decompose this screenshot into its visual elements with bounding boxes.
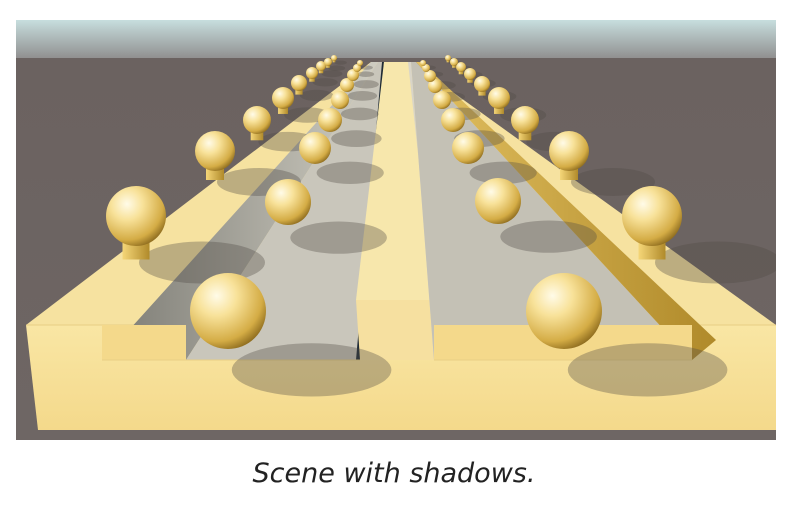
sphere bbox=[428, 79, 442, 93]
sphere bbox=[331, 55, 337, 61]
sphere bbox=[299, 132, 331, 164]
sphere bbox=[526, 273, 602, 349]
sphere-shadow bbox=[353, 80, 379, 89]
sphere-shadow bbox=[331, 130, 382, 147]
sphere bbox=[340, 78, 354, 92]
sphere-stem bbox=[446, 59, 450, 63]
sphere-stem bbox=[452, 64, 456, 68]
sphere bbox=[318, 108, 342, 132]
sphere bbox=[306, 67, 318, 79]
sphere-shadow bbox=[469, 161, 537, 184]
sphere bbox=[549, 131, 589, 171]
sphere bbox=[422, 64, 430, 72]
sphere bbox=[452, 132, 484, 164]
figure-caption: Scene with shadows. bbox=[252, 458, 536, 489]
sphere-stem bbox=[467, 77, 473, 83]
sphere-shadow bbox=[321, 70, 343, 78]
sphere-stem bbox=[478, 88, 486, 96]
sphere-shadow bbox=[334, 60, 347, 65]
sphere bbox=[106, 186, 166, 246]
sphere bbox=[622, 186, 682, 246]
sphere-shadow bbox=[571, 168, 655, 196]
sphere bbox=[195, 131, 235, 171]
sphere bbox=[441, 108, 465, 132]
sphere-shadow bbox=[316, 161, 384, 184]
sphere-stem bbox=[278, 104, 288, 114]
sphere-stem bbox=[458, 70, 464, 75]
sphere bbox=[475, 178, 521, 224]
sphere bbox=[347, 69, 359, 81]
sphere bbox=[265, 179, 311, 225]
sphere bbox=[420, 60, 426, 66]
sphere bbox=[445, 55, 451, 61]
sphere bbox=[353, 64, 361, 72]
scene-svg bbox=[16, 20, 776, 440]
sphere bbox=[464, 68, 476, 80]
sphere-stem bbox=[326, 64, 330, 68]
sphere-shadow bbox=[655, 241, 776, 284]
sphere bbox=[190, 273, 266, 349]
sphere-shadow bbox=[347, 90, 378, 101]
sphere-shadows bbox=[139, 60, 776, 397]
sphere-stem bbox=[494, 104, 504, 114]
spheres-group bbox=[106, 55, 682, 349]
sphere bbox=[357, 60, 363, 66]
sphere bbox=[488, 87, 510, 109]
sphere bbox=[450, 58, 458, 66]
sphere-shadow bbox=[290, 221, 387, 254]
right-groove-sunlit-wall bbox=[416, 62, 716, 360]
sphere-shadow bbox=[360, 65, 373, 70]
sphere-stem bbox=[250, 128, 264, 141]
scene-render-image bbox=[16, 20, 776, 440]
sphere-stem bbox=[295, 87, 303, 95]
sphere-shadow bbox=[312, 78, 338, 87]
sphere bbox=[424, 70, 436, 82]
sphere bbox=[331, 91, 349, 109]
sphere-shadow bbox=[357, 71, 375, 77]
sphere bbox=[511, 106, 539, 134]
right-groove-floor bbox=[411, 62, 692, 360]
sphere-shadow bbox=[567, 343, 728, 397]
sphere-stem bbox=[318, 69, 324, 74]
sphere-shadow bbox=[328, 65, 346, 71]
sphere bbox=[291, 75, 307, 91]
sphere bbox=[272, 87, 294, 109]
sphere-stem bbox=[518, 128, 532, 141]
sphere bbox=[456, 62, 466, 72]
sphere bbox=[324, 58, 332, 66]
sphere bbox=[243, 106, 271, 134]
sphere bbox=[433, 91, 451, 109]
sphere bbox=[474, 76, 490, 92]
sphere-shadow bbox=[340, 107, 379, 121]
sky bbox=[16, 20, 776, 60]
sphere-stem bbox=[309, 76, 315, 82]
sphere-shadow bbox=[500, 220, 597, 253]
sphere-stem bbox=[332, 59, 336, 63]
sphere-shadow bbox=[299, 89, 334, 101]
sphere bbox=[316, 61, 326, 71]
center-ridge-front bbox=[356, 300, 434, 360]
sphere-shadow bbox=[139, 241, 265, 284]
sphere-shadow bbox=[231, 343, 392, 397]
